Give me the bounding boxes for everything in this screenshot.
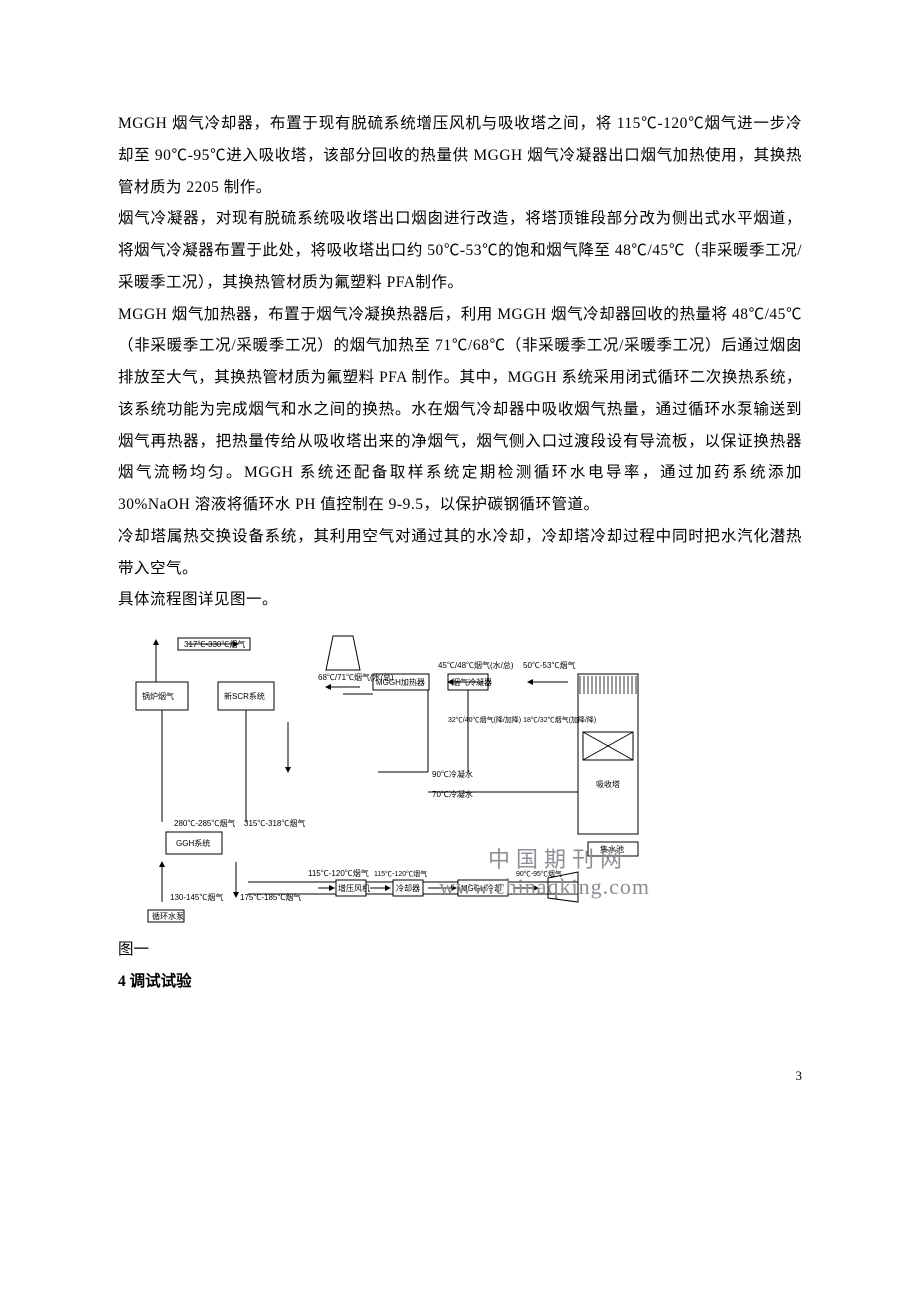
label-pump: 循环水泵 [152, 911, 184, 921]
label-t115: 115℃-120℃烟气 [308, 868, 369, 878]
section-heading-4: 4 调试试验 [118, 966, 802, 998]
label-cond-temp: 45℃/48℃烟气(水/总) [438, 660, 514, 670]
paragraph-1: MGGH 烟气冷却器，布置于现有脱硫系统增压风机与吸收塔之间，将 115℃-12… [118, 108, 802, 203]
figure-caption: 图一 [118, 934, 802, 966]
label-fan: 增压风机 [338, 883, 370, 893]
label-box2: 新SCR系统 [224, 691, 265, 701]
label-abs-temp: 50℃-53℃烟气 [523, 660, 575, 670]
label-ggh: GGH系统 [176, 838, 210, 848]
label-cool: 冷却器 [396, 883, 420, 893]
paragraph-2: 烟气冷凝器，对现有脱硫系统吸收塔出口烟囱进行改造，将塔顶锥段部分改为侧出式水平烟… [118, 203, 802, 298]
label-mggh-heat: MGGH加热器 [376, 677, 425, 687]
label-t90c: 90℃冷凝水 [432, 769, 473, 779]
label-t70c: 70℃冷凝水 [432, 789, 473, 799]
label-box1: 锅炉烟气 [142, 691, 174, 701]
label-flow32: 32℃/40℃烟气(降/加降) 18℃/32℃烟气(加降/降) [448, 715, 596, 724]
paragraph-5: 具体流程图详见图一。 [118, 584, 802, 616]
label-t280: 280℃-285℃烟气 [174, 818, 235, 828]
flowchart-svg: 317℃-330℃烟气 锅炉烟气 新SCR系统 68℃/71℃烟气(水/总) M… [118, 622, 658, 932]
label-top-flow: 317℃-330℃烟气 [184, 639, 245, 649]
label-t115b: 115℃-120℃烟气 [374, 869, 427, 878]
figure-1-diagram: 317℃-330℃烟气 锅炉烟气 新SCR系统 68℃/71℃烟气(水/总) M… [118, 622, 658, 932]
label-pool: 集水池 [600, 844, 624, 854]
label-mggh-cool: MGGH冷却 [461, 883, 502, 893]
page-number: 3 [0, 1038, 920, 1084]
label-t315: 315℃-318℃烟气 [244, 818, 305, 828]
label-t130: 130-145℃烟气 [170, 892, 223, 902]
page-container: MGGH 烟气冷却器，布置于现有脱硫系统增压风机与吸收塔之间，将 115℃-12… [0, 0, 920, 1038]
paragraph-3: MGGH 烟气加热器，布置于烟气冷凝换热器后，利用 MGGH 烟气冷却器回收的热… [118, 299, 802, 521]
paragraph-4: 冷却塔属热交换设备系统，其利用空气对通过其的水冷却，冷却塔冷却过程中同时把水汽化… [118, 521, 802, 585]
label-abs: 吸收塔 [596, 779, 620, 789]
